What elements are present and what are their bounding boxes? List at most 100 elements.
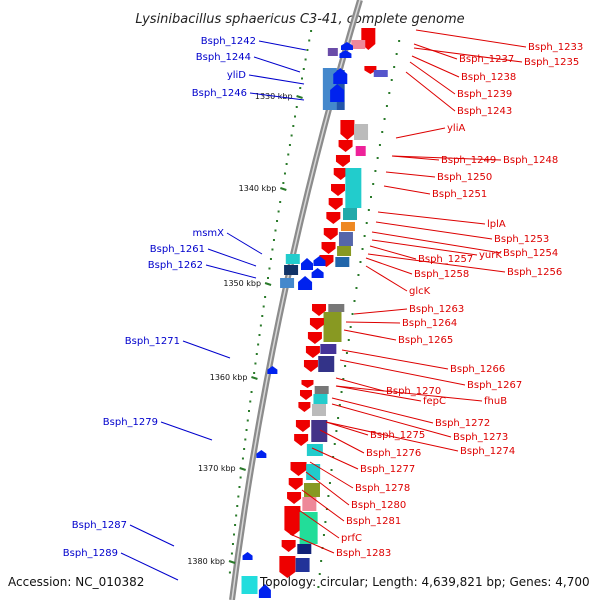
gene-block xyxy=(327,48,338,56)
reverse-gene-arrow xyxy=(298,276,313,290)
scale-dot xyxy=(250,391,253,393)
forward-gene-arrow xyxy=(333,168,348,180)
scale-dot xyxy=(318,573,321,575)
leader-line xyxy=(301,489,345,522)
scale-dot xyxy=(310,30,313,32)
scale-dot xyxy=(367,209,370,211)
leader-line xyxy=(160,421,213,441)
leader-line xyxy=(120,552,179,581)
gene-label-bsph-1239: Bsph_1239 xyxy=(457,89,512,100)
scale-dot xyxy=(327,495,330,497)
gene-block xyxy=(320,344,337,354)
scale-dot xyxy=(395,53,398,55)
gene-block xyxy=(354,124,369,140)
leader-line xyxy=(383,185,431,195)
gene-label-bsph-1258: Bsph_1258 xyxy=(414,269,469,280)
scale-dot xyxy=(308,39,311,42)
tick-label-1380-kbp: 1380 kbp xyxy=(187,557,225,566)
leader-line xyxy=(335,385,422,402)
gene-label-bsph-1279: Bsph_1279 xyxy=(103,417,158,428)
scale-dot xyxy=(239,476,242,479)
forward-gene-arrow xyxy=(290,462,307,476)
scale-dot xyxy=(344,365,347,367)
leader-line xyxy=(339,359,466,386)
leader-line xyxy=(295,507,340,539)
scale-dot xyxy=(231,543,234,545)
gene-label-bsph-1272: Bsph_1272 xyxy=(435,418,490,429)
leader-line xyxy=(319,429,365,454)
forward-gene-arrow xyxy=(307,332,322,344)
gene-label-bsph-1270: Bsph_1270 xyxy=(386,386,441,397)
scale-dot xyxy=(253,372,256,374)
gene-label-yurk: yurK xyxy=(479,250,502,261)
scale-dot xyxy=(338,404,341,406)
leader-line xyxy=(395,127,446,139)
gene-block xyxy=(297,544,312,554)
scale-dot xyxy=(370,196,373,198)
gene-label-bsph-1275: Bsph_1275 xyxy=(370,430,425,441)
scale-dot xyxy=(277,210,280,213)
gene-label-bsph-1256: Bsph_1256 xyxy=(507,267,562,278)
scale-dot xyxy=(249,400,252,403)
tick-mark xyxy=(239,467,246,471)
scale-dot xyxy=(304,58,307,61)
gene-label-bsph-1237: Bsph_1237 xyxy=(459,54,514,65)
gene-labels: Bsph_1242 Bsph_1244 yliD Bsph_1246 msmX Bsph_… xyxy=(63,36,583,559)
leader-line xyxy=(305,471,350,506)
accession-text: Accession: NC_010382 xyxy=(8,575,144,589)
gene-label-bsph-1244: Bsph_1244 xyxy=(196,52,251,63)
scale-dot xyxy=(332,456,335,458)
scale-dot xyxy=(248,410,251,412)
reverse-gene-arrow xyxy=(313,256,326,266)
scale-dot xyxy=(340,391,343,393)
scale-dot xyxy=(398,40,401,42)
gene-label-bsph-1280: Bsph_1280 xyxy=(351,500,406,511)
leader-line xyxy=(335,385,483,402)
leader-line xyxy=(325,421,369,436)
scale-dot xyxy=(359,261,362,263)
gene-label-bsph-1261: Bsph_1261 xyxy=(150,244,205,255)
gene-label-msmx: msmX xyxy=(192,228,224,239)
scale-dot xyxy=(282,182,285,184)
leader-line xyxy=(341,349,449,370)
gene-block xyxy=(312,404,327,416)
gene-label-bsph-1238: Bsph_1238 xyxy=(461,72,516,83)
leader-line xyxy=(205,264,257,279)
gene-label-bsph-1267: Bsph_1267 xyxy=(467,380,522,391)
label-leader-lines xyxy=(120,29,527,581)
scale-dot xyxy=(301,77,304,80)
leader-line xyxy=(353,308,408,315)
gene-label-bsph-1266: Bsph_1266 xyxy=(450,364,505,375)
gene-label-ylid: yliD xyxy=(227,70,246,81)
reverse-gene-arrow xyxy=(311,268,324,278)
gene-label-prfc: prfC xyxy=(341,533,362,544)
scale-dot xyxy=(299,87,302,89)
scale-dot xyxy=(381,131,384,133)
gene-label-bsph-1281: Bsph_1281 xyxy=(346,516,401,527)
scale-dot xyxy=(393,66,396,68)
gene-label-bsph-1271: Bsph_1271 xyxy=(125,336,180,347)
gene-block xyxy=(285,254,300,264)
gene-block xyxy=(335,257,350,267)
reverse-gene-arrow xyxy=(330,84,345,102)
scale-dot xyxy=(357,274,360,276)
leader-line xyxy=(415,29,527,48)
leader-line xyxy=(182,340,231,359)
tick-mark xyxy=(296,95,303,99)
scale-dot xyxy=(361,248,364,250)
scale-dot xyxy=(228,571,231,574)
forward-gene-arrow xyxy=(364,66,377,74)
scale-dot xyxy=(230,552,233,555)
gene-label-glck: glcK xyxy=(409,286,431,297)
gene-label-bsph-1287: Bsph_1287 xyxy=(72,520,127,531)
leader-line xyxy=(309,461,354,489)
forward-gene-arrow xyxy=(284,506,301,536)
leader-line xyxy=(391,155,502,161)
scale-dot xyxy=(271,248,274,251)
tick-mark xyxy=(280,187,287,191)
scale-dot xyxy=(288,144,291,146)
scale-dot xyxy=(322,534,325,536)
gene-label-bsph-1246: Bsph_1246 xyxy=(192,88,247,99)
scale-dot xyxy=(234,524,237,526)
leader-line xyxy=(369,245,417,260)
